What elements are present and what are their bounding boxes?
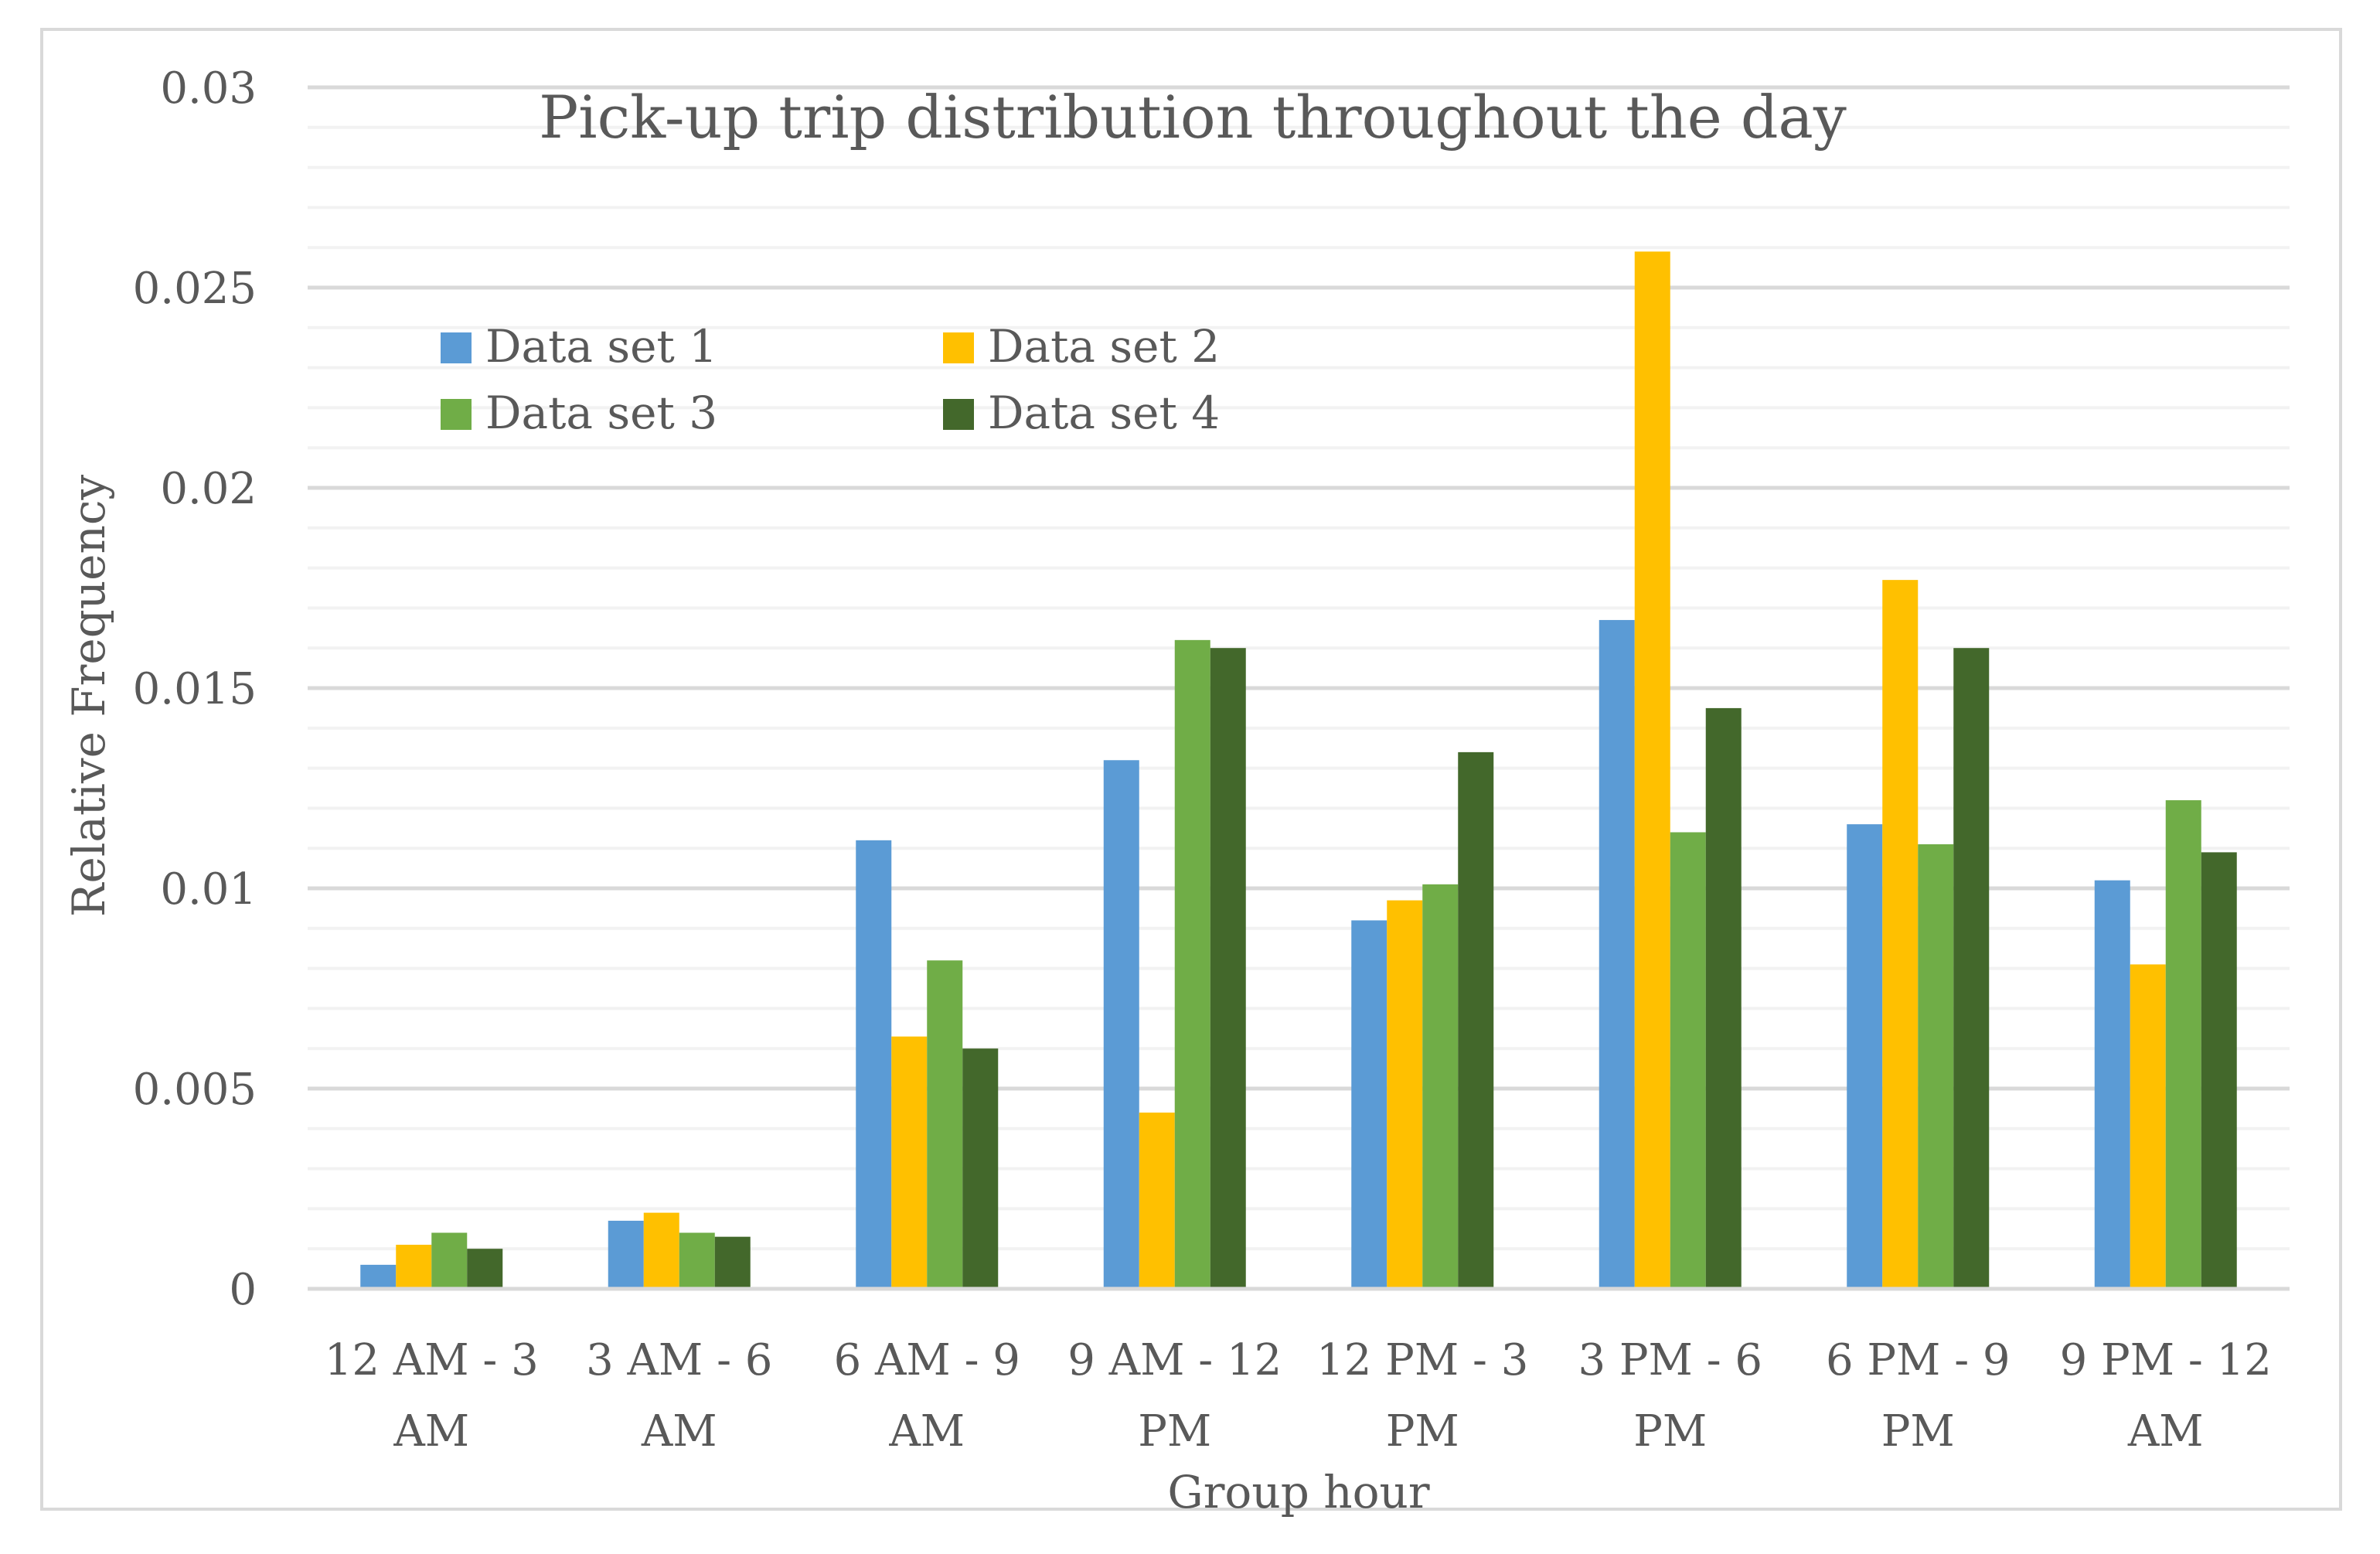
legend-swatch [943,399,974,430]
bar-data-set-3 [927,960,963,1289]
bar-data-set-1 [1599,619,1635,1289]
bar-data-set-4 [1458,751,1494,1289]
y-tick-label: 0.005 [133,1065,257,1115]
chart-title: Pick-up trip distribution throughout the… [539,83,1847,152]
legend-item: Data set 4 [943,387,1220,439]
bar-data-set-2 [1387,900,1423,1289]
legend-item: Data set 1 [441,320,717,373]
bar-data-set-4 [1210,648,1246,1289]
bar-data-set-4 [2201,852,2237,1289]
bar-data-set-2 [643,1212,679,1289]
legend-swatch [943,332,974,363]
y-axis-ticks: 0 0.005 0.01 0.015 0.02 0.025 0.03 [133,63,257,1315]
bar-data-set-3 [2165,800,2201,1289]
bar-data-set-2 [1882,580,1919,1289]
bar-data-set-2 [2130,964,2166,1289]
y-tick-label: 0 [229,1265,257,1315]
legend-swatch [441,332,472,363]
x-tick-label: 9 AM - 12 PM [1067,1335,1282,1457]
bar-data-set-4 [467,1249,503,1289]
bar-data-set-4 [1953,648,1990,1289]
bar-data-set-4 [714,1236,751,1289]
bar-data-set-1 [2094,880,2130,1289]
x-axis-ticks: 12 AM - 3 AM 3 AM - 6 AM 6 AM - 9 AM 9 AM - 12… [325,1335,2272,1457]
y-tick-label: 0.01 [160,864,257,915]
x-tick-label: 12 AM - 3 AM [325,1335,539,1457]
x-tick-label: 3 AM - 6 AM [586,1335,772,1457]
y-tick-label: 0.02 [160,464,257,514]
major-gridlines [308,85,2290,1091]
x-tick-label: 9 PM - 12 AM [2060,1335,2272,1457]
x-tick-label: 6 AM - 9 AM [834,1335,1020,1457]
legend-label: Data set 2 [988,320,1220,373]
y-tick-label: 0.03 [160,63,257,114]
y-tick-label: 0.015 [133,664,257,714]
legend: Data set 1 Data set 2 Data set 3 Data set 4 [441,320,1220,439]
legend-item: Data set 3 [441,387,717,439]
bar-data-set-1 [608,1220,644,1289]
bar-data-set-3 [1174,639,1210,1289]
bar-data-set-1 [1847,824,1883,1289]
bar-data-set-1 [360,1264,397,1289]
legend-label: Data set 4 [988,387,1220,439]
legend-label: Data set 1 [485,320,717,373]
bar-data-set-3 [679,1232,715,1289]
bar-data-set-4 [1705,707,1742,1289]
bar-data-set-1 [856,840,892,1289]
bars [360,251,2237,1289]
bar-data-set-3 [1422,884,1459,1289]
y-tick-label: 0.025 [133,264,257,314]
x-tick-label: 12 PM - 3 PM [1316,1335,1528,1457]
bar-data-set-2 [396,1245,432,1289]
x-tick-label: 6 PM - 9 PM [1826,1335,2011,1457]
legend-swatch [441,399,472,430]
legend-item: Data set 2 [943,320,1220,373]
bar-data-set-3 [1670,832,1706,1289]
bar-data-set-1 [1351,920,1387,1289]
bar-data-set-2 [1634,251,1670,1289]
x-tick-label: 3 PM - 6 PM [1578,1335,1762,1457]
x-axis-title: Group hour [1167,1466,1430,1518]
bar-data-set-1 [1103,760,1139,1289]
bar-data-set-4 [962,1048,999,1289]
y-axis-title: Relative Frequency [63,475,115,917]
bar-data-set-2 [1139,1113,1175,1289]
legend-label: Data set 3 [485,387,717,439]
bar-data-set-2 [891,1036,928,1289]
bar-data-set-3 [1918,844,1954,1289]
bar-data-set-3 [431,1232,468,1289]
